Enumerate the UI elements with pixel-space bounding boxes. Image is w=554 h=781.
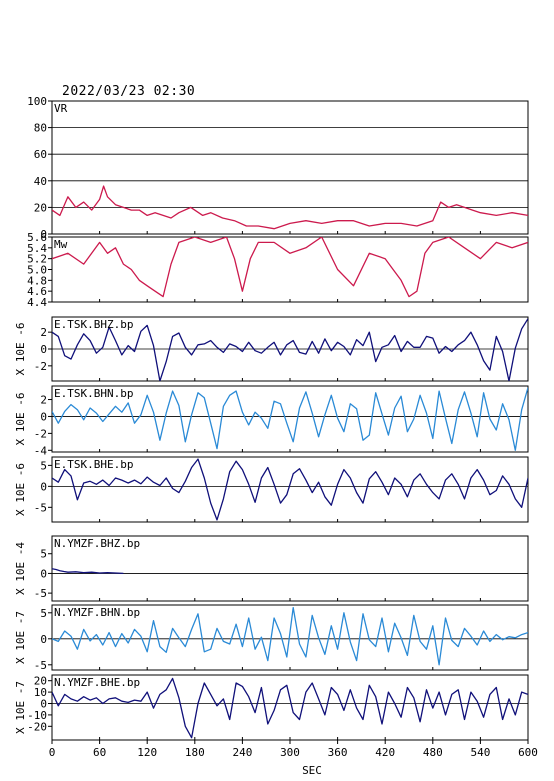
y-tick-label: 5.4 bbox=[27, 242, 47, 255]
panel-label: E.TSK.BHN.bp bbox=[54, 387, 133, 400]
y-tick-label: 60 bbox=[34, 148, 47, 161]
y-tick-label: 4.6 bbox=[27, 285, 47, 298]
y-axis-label: X 10E -7 bbox=[14, 611, 27, 664]
x-tick-label: 360 bbox=[328, 746, 348, 759]
x-tick-label: 120 bbox=[137, 746, 157, 759]
y-tick-label: 0 bbox=[40, 633, 47, 646]
panel-label: N.YMZF.BHN.bp bbox=[54, 606, 140, 619]
y-axis-label: X 10E -6 bbox=[14, 323, 27, 376]
x-tick-label: 480 bbox=[423, 746, 443, 759]
y-tick-label: -4 bbox=[34, 444, 48, 457]
y-tick-label: 2 bbox=[40, 394, 47, 407]
y-tick-label: 10 bbox=[34, 686, 47, 699]
panel-label: N.YMZF.BHE.bp bbox=[54, 676, 140, 689]
series-line-vr bbox=[52, 185, 528, 230]
y-axis-label: X 10E -6 bbox=[14, 393, 27, 446]
y-tick-label: 5 bbox=[40, 548, 47, 561]
y-tick-label: 5 bbox=[40, 607, 47, 620]
y-tick-label: -5 bbox=[34, 501, 47, 514]
y-tick-label: 0 bbox=[40, 567, 47, 580]
header-datetime: 2022/03/23 02:30 bbox=[62, 84, 196, 99]
y-tick-label: 5.2 bbox=[27, 253, 47, 266]
x-tick-label: 300 bbox=[280, 746, 300, 759]
x-tick-label: 600 bbox=[518, 746, 538, 759]
series-line-e-tsk-bhn-bp bbox=[52, 387, 528, 451]
panel-e-tsk-bhn-bp: -4 -2 0 2 X 10E -6 E.TSK.BHN.bp bbox=[14, 385, 529, 457]
panel-vr: 0 20 40 60 80 100 VR bbox=[27, 95, 529, 241]
y-tick-label: 0 bbox=[40, 698, 47, 711]
y-tick-label: 40 bbox=[34, 175, 47, 188]
x-tick-label: 60 bbox=[93, 746, 106, 759]
x-tick-label: 180 bbox=[185, 746, 205, 759]
y-tick-label: -5 bbox=[34, 659, 47, 672]
y-tick-label: 4.4 bbox=[27, 296, 47, 309]
x-tick-label: 0 bbox=[49, 746, 56, 759]
y-tick-label: 100 bbox=[27, 95, 47, 108]
panel-frame bbox=[51, 236, 529, 303]
x-tick-label: 240 bbox=[232, 746, 252, 759]
panel-n-ymzf-bhn-bp: -5 0 5 X 10E -7 N.YMZF.BHN.bp bbox=[14, 604, 529, 672]
x-axis-label: SEC bbox=[302, 764, 322, 777]
y-axis-label: X 10E -7 bbox=[14, 681, 27, 734]
y-tick-label: 5 bbox=[40, 459, 47, 472]
y-tick-label: 20 bbox=[34, 201, 47, 214]
y-tick-label: 5.6 bbox=[27, 231, 47, 244]
series-line-e-tsk-bhz-bp bbox=[52, 318, 528, 381]
y-tick-label: 20 bbox=[34, 675, 47, 688]
panel-mw: 4.44.64.85.05.25.45.6 Mw bbox=[27, 231, 529, 309]
y-tick-label: -20 bbox=[27, 720, 47, 733]
series-line-n-ymzf-bhz-bp bbox=[52, 568, 124, 575]
y-axis-label: X 10E -6 bbox=[14, 463, 27, 516]
y-axis-label: X 10E -4 bbox=[14, 542, 27, 595]
y-tick-label: 0 bbox=[40, 410, 47, 423]
y-tick-label: -5 bbox=[34, 587, 47, 600]
panel-frame bbox=[51, 100, 529, 235]
panel-e-tsk-bhz-bp: -2 0 2 X 10E -6 E.TSK.BHZ.bp bbox=[14, 316, 529, 382]
y-tick-label: 2 bbox=[40, 326, 47, 339]
panel-label: E.TSK.BHE.bp bbox=[54, 458, 133, 471]
y-tick-label: -10 bbox=[27, 709, 47, 722]
panel-n-ymzf-bhz-bp: -5 0 5 X 10E -4 N.YMZF.BHZ.bp bbox=[14, 535, 529, 602]
y-tick-label: 80 bbox=[34, 122, 47, 135]
y-tick-label: 4.8 bbox=[27, 274, 47, 287]
series-line-n-ymzf-bhn-bp bbox=[52, 606, 528, 666]
series-line-n-ymzf-bhe-bp bbox=[52, 677, 528, 739]
x-tick-label: 420 bbox=[375, 746, 395, 759]
series-line-mw bbox=[52, 237, 528, 298]
panel-label: E.TSK.BHZ.bp bbox=[54, 318, 133, 331]
y-tick-label: 0 bbox=[40, 343, 47, 356]
y-tick-label: -2 bbox=[34, 427, 47, 440]
panel-label: N.YMZF.BHZ.bp bbox=[54, 537, 140, 550]
y-tick-label: -2 bbox=[34, 360, 47, 373]
series-line-e-tsk-bhe-bp bbox=[52, 458, 528, 521]
panel-label: Mw bbox=[54, 238, 68, 251]
y-tick-label: 0 bbox=[40, 228, 47, 241]
x-tick-label: 540 bbox=[470, 746, 490, 759]
panel-e-tsk-bhe-bp: -5 0 5 X 10E -6 E.TSK.BHE.bp bbox=[14, 456, 529, 523]
y-tick-label: 5.0 bbox=[27, 264, 47, 277]
y-tick-label: 0 bbox=[40, 480, 47, 493]
panel-label: VR bbox=[54, 102, 68, 115]
